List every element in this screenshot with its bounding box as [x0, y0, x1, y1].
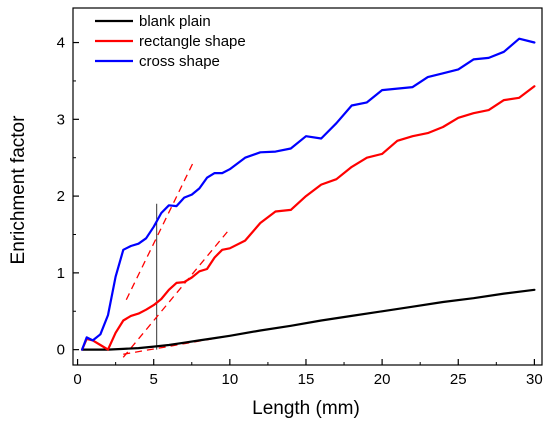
legend-label-rectangle-shape: rectangle shape — [139, 33, 246, 50]
y-tick-label: 3 — [57, 111, 65, 128]
legend-label-cross-shape: cross shape — [139, 53, 220, 70]
x-tick-label: 5 — [150, 371, 158, 388]
axis-ticks: 0 5 10 15 20 25 30 0 1 2 3 4 — [57, 35, 543, 388]
legend-label-blank-plain: blank plain — [139, 13, 211, 30]
plot-border — [72, 7, 543, 366]
y-tick-label: 2 — [57, 188, 65, 205]
x-tick-label: 30 — [526, 371, 543, 388]
plot-area — [72, 7, 543, 366]
legend: blank plain rectangle shape cross shape — [95, 13, 246, 70]
series-line-blank-plain — [80, 288, 536, 351]
series-lines — [80, 37, 536, 351]
dashed-tangent-line — [122, 230, 229, 358]
x-tick-label: 25 — [450, 371, 467, 388]
y-tick-label: 4 — [57, 35, 65, 52]
x-tick-label: 10 — [221, 371, 238, 388]
dashed-tangent-line — [125, 162, 194, 301]
series-line-cross-shape — [80, 37, 536, 351]
x-tick-label: 20 — [374, 371, 391, 388]
y-tick-label: 0 — [57, 342, 65, 359]
y-axis-title: Enrichment factor — [8, 115, 29, 265]
series-line-rectangle-shape — [80, 85, 536, 351]
x-tick-label: 0 — [73, 371, 81, 388]
x-axis-title: Length (mm) — [252, 398, 360, 419]
y-tick-label: 1 — [57, 265, 65, 282]
x-tick-label: 15 — [298, 371, 315, 388]
